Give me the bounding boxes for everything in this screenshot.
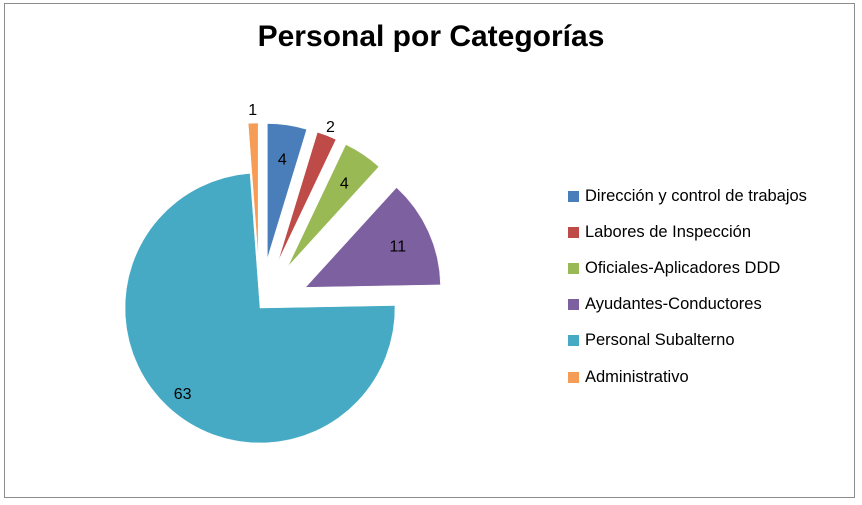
legend-label: Labores de Inspección — [585, 222, 752, 241]
legend-label: Personal Subalterno — [585, 331, 735, 350]
legend-swatch — [568, 190, 579, 202]
legend-item-personal-subalterno: Personal Subalterno — [568, 323, 807, 359]
legend-swatch — [568, 335, 579, 347]
pie-slice-ayudantes-conductores — [304, 187, 441, 288]
legend-label: Ayudantes-Conductores — [585, 295, 762, 314]
legend-item-ayudantes-conductores: Ayudantes-Conductores — [568, 287, 807, 323]
data-label-personal-subalterno: 63 — [174, 386, 192, 403]
pie-slice-administrativo — [247, 122, 259, 259]
pie-slices — [124, 122, 441, 444]
chart-legend: Dirección y control de trabajos Labores d… — [568, 178, 807, 395]
legend-swatch — [568, 262, 579, 274]
data-label-oficiales-aplicadores-ddd: 4 — [340, 175, 349, 192]
pie-slice-oficiales-aplicadores-ddd — [287, 144, 380, 267]
data-label-labores-de-inspeccion: 2 — [326, 119, 335, 136]
legend-swatch — [568, 371, 579, 383]
data-label-ayudantes-conductores: 11 — [389, 239, 406, 256]
pie-slice-personal-subalterno — [124, 173, 396, 444]
legend-swatch — [568, 299, 579, 311]
legend-item-labores-de-inspeccion: Labores de Inspección — [568, 214, 807, 250]
legend-item-oficiales-aplicadores-ddd: Oficiales-Aplicadores DDD — [568, 250, 807, 286]
legend-label: Oficiales-Aplicadores DDD — [585, 258, 781, 277]
legend-swatch — [568, 226, 579, 238]
pie-data-labels: 4 2 4 11 63 1 — [174, 102, 406, 403]
legend-item-administrativo: Administrativo — [568, 359, 807, 395]
pie-slice-direccion-y-control-de-trabajos — [267, 123, 308, 259]
legend-label: Dirección y control de trabajos — [585, 186, 807, 205]
data-label-administrativo: 1 — [248, 102, 257, 119]
legend-item-direccion-y-control-de-trabajos: Dirección y control de trabajos — [568, 178, 807, 214]
legend-label: Administrativo — [585, 367, 689, 386]
pie-slice-labores-de-inspeccion — [277, 131, 337, 262]
chart-title: Personal por Categorías — [257, 20, 605, 53]
data-label-direccion-y-control-de-trabajos: 4 — [278, 151, 287, 168]
